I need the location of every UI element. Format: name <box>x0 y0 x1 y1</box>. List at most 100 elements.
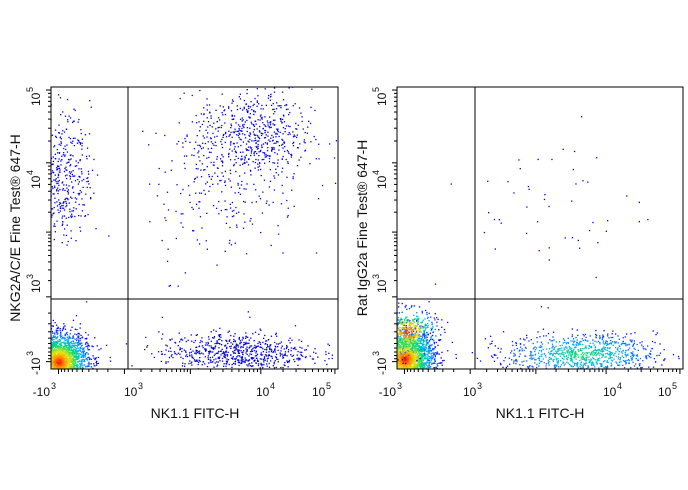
left-event-dot <box>28 196 29 197</box>
left-event-dot <box>57 362 59 364</box>
left-event-dot <box>241 356 243 358</box>
left-event-dot <box>60 142 62 144</box>
left-event-dot <box>78 387 79 388</box>
left-event-dot <box>30 166 31 167</box>
right-event-dot <box>393 372 394 373</box>
left-event-dot <box>292 177 294 180</box>
left-event-dot <box>232 351 234 353</box>
left-event-dot <box>200 148 203 150</box>
left-event-dot <box>60 344 62 346</box>
left-event-dot <box>79 378 80 379</box>
right-plot: -10 3 10 3 10 4 10 5 NK1.1 FITC-H -10 3 … <box>354 86 684 421</box>
left-event-dot <box>58 354 60 357</box>
left-event-dot <box>53 146 55 148</box>
left-event-dot <box>53 373 54 374</box>
left-event-dot <box>229 148 231 150</box>
left-event-dot <box>66 98 69 101</box>
left-event-dot <box>46 377 47 378</box>
left-event-dot <box>49 346 50 347</box>
left-event-dot <box>59 137 61 139</box>
left-event-dot <box>203 107 205 109</box>
left-event-dot <box>69 356 72 358</box>
left-event-dot <box>61 365 63 367</box>
left-x-tick-0: -10 <box>33 385 51 399</box>
left-event-dot <box>260 354 263 356</box>
left-event-dot <box>31 350 32 351</box>
left-event-dot <box>61 159 63 161</box>
left-event-dot <box>191 340 193 342</box>
left-event-dot <box>269 116 271 118</box>
right-event-dot <box>394 365 395 366</box>
left-event-dot <box>35 349 36 350</box>
left-event-dot <box>282 143 284 145</box>
left-event-dot <box>32 344 33 345</box>
left-event-dot <box>58 132 60 134</box>
left-event-dot <box>69 337 72 339</box>
left-event-dot <box>64 355 66 357</box>
left-event-dot <box>77 342 79 344</box>
left-event-dot <box>57 174 60 177</box>
left-x-tick-3-exp: 5 <box>326 381 331 391</box>
left-event-dot <box>63 201 65 203</box>
left-event-dot <box>72 364 74 366</box>
left-event-dot <box>76 365 78 367</box>
left-event-dot <box>281 158 283 160</box>
left-event-dot <box>44 349 45 350</box>
left-event-dot <box>245 148 247 150</box>
right-event-dot <box>385 355 386 356</box>
left-event-dot <box>279 131 281 133</box>
left-event-dot <box>40 345 41 346</box>
left-event-dot <box>63 338 66 340</box>
left-event-dot <box>44 334 45 335</box>
left-event-dot <box>208 174 210 176</box>
right-event-dot <box>392 351 393 352</box>
left-event-dot <box>38 335 39 336</box>
left-event-dot <box>266 365 268 367</box>
left-event-dot <box>273 142 275 144</box>
left-event-dot <box>54 333 56 335</box>
left-event-dot <box>235 349 237 351</box>
left-event-dot <box>218 126 220 128</box>
left-event-dot <box>315 252 318 254</box>
left-event-dot <box>53 332 55 334</box>
left-event-dot <box>229 159 232 161</box>
left-event-dot <box>55 355 57 357</box>
left-event-dot <box>206 248 208 250</box>
left-event-dot <box>244 159 246 161</box>
left-event-dot <box>255 123 257 125</box>
left-event-dot <box>85 345 87 348</box>
left-event-dot <box>282 366 284 369</box>
left-event-dot <box>258 341 260 343</box>
left-event-dot <box>273 108 275 110</box>
left-event-dot <box>205 240 207 242</box>
left-event-dot <box>261 104 263 107</box>
left-event-dot <box>74 356 77 358</box>
left-event-dot <box>257 342 259 345</box>
left-event-dot <box>42 383 43 384</box>
left-event-dot <box>16 351 17 352</box>
left-event-dot <box>255 347 257 349</box>
left-event-dot <box>60 336 62 339</box>
left-event-dot <box>246 349 248 351</box>
left-event-dot <box>61 362 64 364</box>
left-event-dot <box>59 366 61 368</box>
left-event-dot <box>240 350 242 352</box>
left-event-dot <box>208 352 210 354</box>
left-event-dot <box>270 335 273 337</box>
left-event-dot <box>71 181 73 183</box>
left-y-tick-2: 10 <box>29 175 43 189</box>
left-event-dot <box>253 151 255 153</box>
left-event-dot <box>199 126 201 128</box>
left-event-dot <box>212 205 215 207</box>
left-event-dot <box>207 358 210 360</box>
right-event-dot <box>379 379 380 380</box>
left-event-dot <box>65 344 67 347</box>
left-event-dot <box>38 160 39 161</box>
left-event-dot <box>68 365 70 367</box>
left-event-dot <box>35 195 36 196</box>
right-event-dot <box>392 350 393 351</box>
left-event-dot <box>77 162 79 164</box>
left-event-dot <box>42 383 43 384</box>
left-event-dot <box>256 88 258 90</box>
left-event-dot <box>278 149 280 151</box>
